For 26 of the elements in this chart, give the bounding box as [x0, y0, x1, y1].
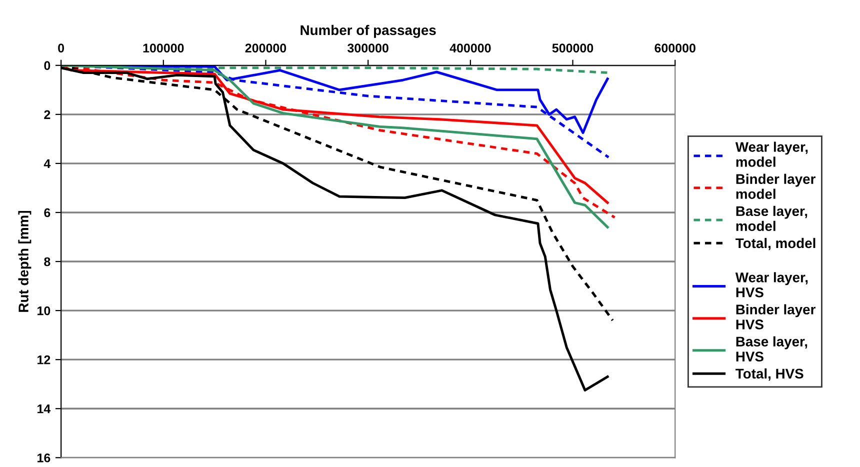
- y-tick-label: 12: [38, 355, 50, 364]
- x-tick-label: 100000: [143, 44, 184, 52]
- x-tick-label: 300000: [348, 44, 388, 53]
- x-axis-title: Number of passages: [300, 24, 436, 38]
- legend-label: Base layer, HVS: [736, 336, 808, 362]
- x-tick-label: 500000: [552, 44, 594, 52]
- legend-label: Wear layer, model: [735, 142, 808, 167]
- y-tick-label: 8: [44, 257, 50, 266]
- legend-label: Base layer, model: [736, 206, 808, 232]
- x-tick-label: 400000: [450, 44, 491, 52]
- legend-label: Binder layer model: [736, 174, 816, 199]
- legend-label: Total, model: [736, 238, 816, 250]
- y-tick-label: 10: [38, 306, 50, 316]
- x-tick-label: 200000: [245, 44, 286, 52]
- legend-label: Wear layer, HVS: [735, 272, 808, 298]
- y-tick-label: 2: [44, 110, 50, 119]
- y-tick-label: 4: [44, 159, 51, 168]
- legend-label: Binder layer HVS: [736, 304, 816, 330]
- x-tick-label: 600000: [654, 44, 696, 52]
- legend-label: Total, HVS: [736, 368, 804, 381]
- y-axis-title: Rut depth [mm]: [18, 210, 32, 312]
- x-tick-label: 0: [58, 44, 64, 52]
- y-tick-label: 6: [44, 208, 50, 218]
- y-tick-label: 0: [44, 61, 50, 70]
- y-tick-label: 16: [38, 453, 50, 462]
- y-tick-label: 14: [38, 404, 51, 414]
